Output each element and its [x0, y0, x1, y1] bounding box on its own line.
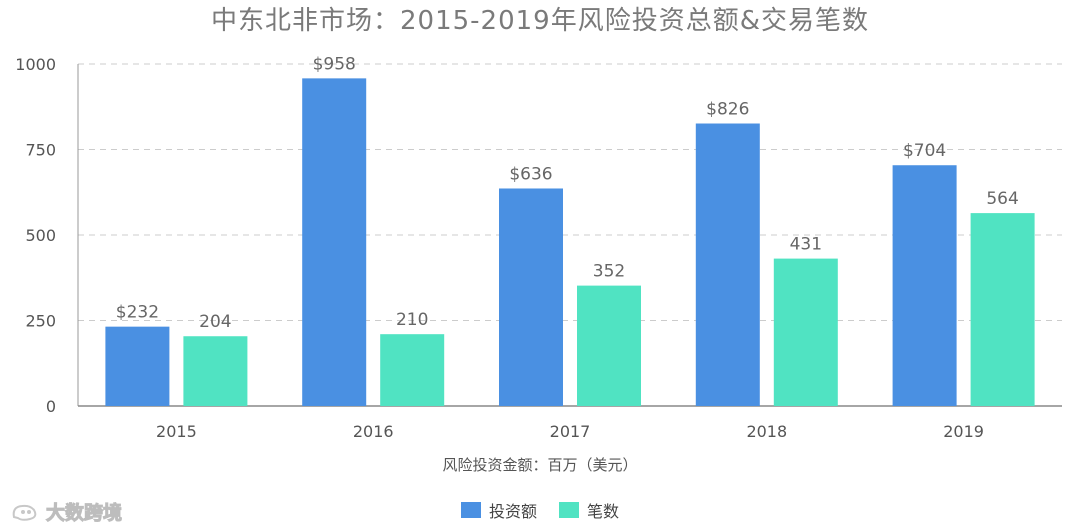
data-label: $704: [903, 141, 946, 161]
bar-deals: [773, 258, 838, 406]
watermark-text: 大数跨境: [45, 502, 123, 525]
legend-swatch-deals: [559, 502, 579, 518]
legend-item-investment: 投资额: [460, 498, 537, 522]
y-tick-label: 250: [25, 312, 56, 331]
bar-investment: [499, 188, 563, 406]
bar-deals: [183, 336, 248, 406]
bar-deals: [970, 213, 1035, 406]
bar-deals: [380, 334, 445, 406]
data-label: 431: [790, 235, 822, 255]
legend: 投资额 笔数: [0, 498, 1080, 522]
bar-deals: [577, 285, 641, 406]
data-label: 564: [986, 189, 1018, 209]
x-tick-label: 2015: [156, 422, 197, 441]
x-tick-label: 2018: [746, 422, 787, 441]
data-label: $958: [313, 54, 356, 74]
x-tick-label: 2019: [943, 422, 984, 441]
x-tick-label: 2016: [353, 422, 394, 441]
data-label: $636: [509, 164, 552, 184]
watermark-logo-icon: [12, 504, 37, 521]
x-tick-label: 2017: [550, 422, 591, 441]
bar-investment: [302, 78, 367, 406]
legend-label-deals: 笔数: [587, 502, 620, 521]
y-tick-label: 0: [46, 397, 56, 416]
y-tick-label: 1000: [15, 55, 56, 74]
x-axis-label: 风险投资金额：百万（美元）: [442, 456, 638, 474]
bar-investment: [105, 326, 170, 406]
y-tick-label: 500: [25, 226, 56, 245]
data-label: 352: [593, 262, 625, 282]
legend-item-deals: 笔数: [559, 498, 619, 522]
data-label: 204: [199, 312, 231, 332]
legend-label-investment: 投资额: [488, 502, 537, 521]
bar-investment: [892, 165, 957, 406]
legend-swatch-investment: [460, 502, 481, 518]
data-label: $826: [706, 100, 749, 120]
chart-title: 中东北非市场：2015-2019年风险投资总额&交易笔数: [211, 6, 869, 36]
bar-investment: [695, 123, 760, 407]
data-label: 210: [396, 310, 428, 330]
watermark: 大数跨境: [10, 498, 123, 525]
data-label: $232: [116, 303, 159, 323]
y-tick-label: 750: [25, 141, 56, 160]
